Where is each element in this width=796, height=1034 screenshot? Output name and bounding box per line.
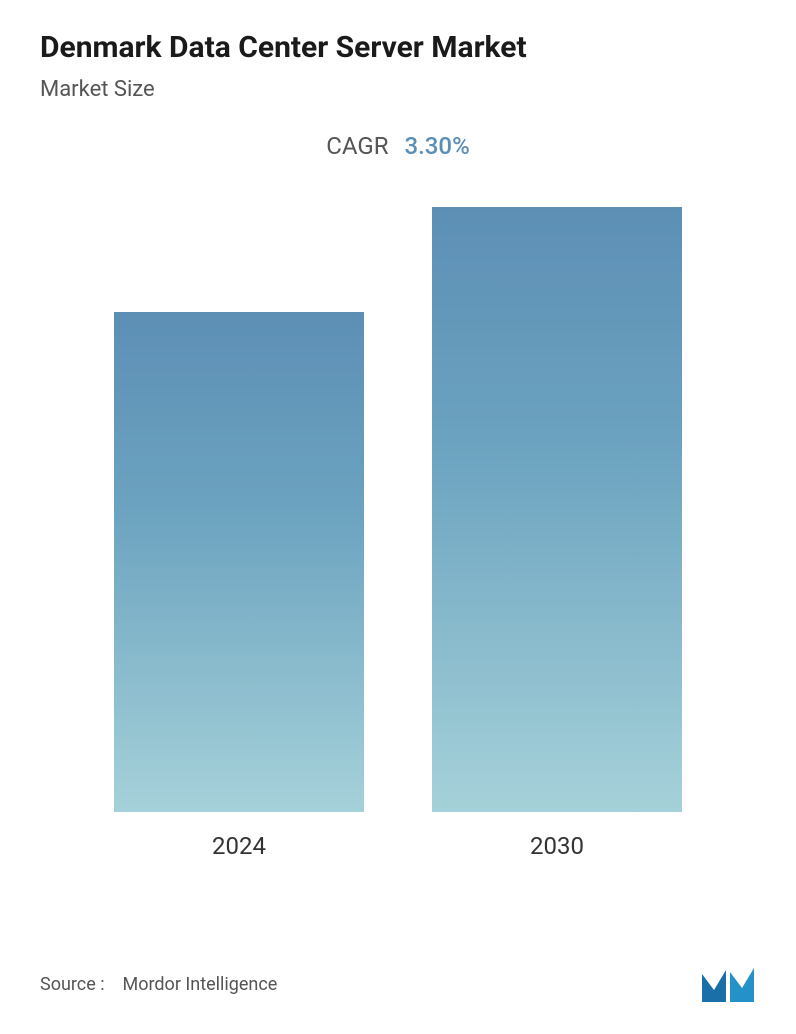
footer: Source : Mordor Intelligence (40, 964, 756, 1004)
bar-label-0: 2024 (212, 832, 266, 860)
bar-1 (432, 207, 682, 812)
cagr-value: 3.30% (404, 132, 469, 160)
logo-icon (700, 964, 756, 1004)
source-text: Source : Mordor Intelligence (40, 974, 277, 995)
chart-title: Denmark Data Center Server Market (40, 30, 756, 65)
cagr-label: CAGR (326, 132, 388, 160)
chart-area: 2024 2030 (40, 220, 756, 860)
source-name: Mordor Intelligence (122, 974, 277, 995)
bar-group-0: 2024 (114, 312, 364, 860)
bar-0 (114, 312, 364, 812)
cagr-row: CAGR 3.30% (40, 132, 756, 160)
chart-subtitle: Market Size (40, 77, 756, 102)
source-label: Source : (40, 974, 105, 995)
bar-group-1: 2030 (432, 207, 682, 860)
bar-label-1: 2030 (530, 832, 584, 860)
